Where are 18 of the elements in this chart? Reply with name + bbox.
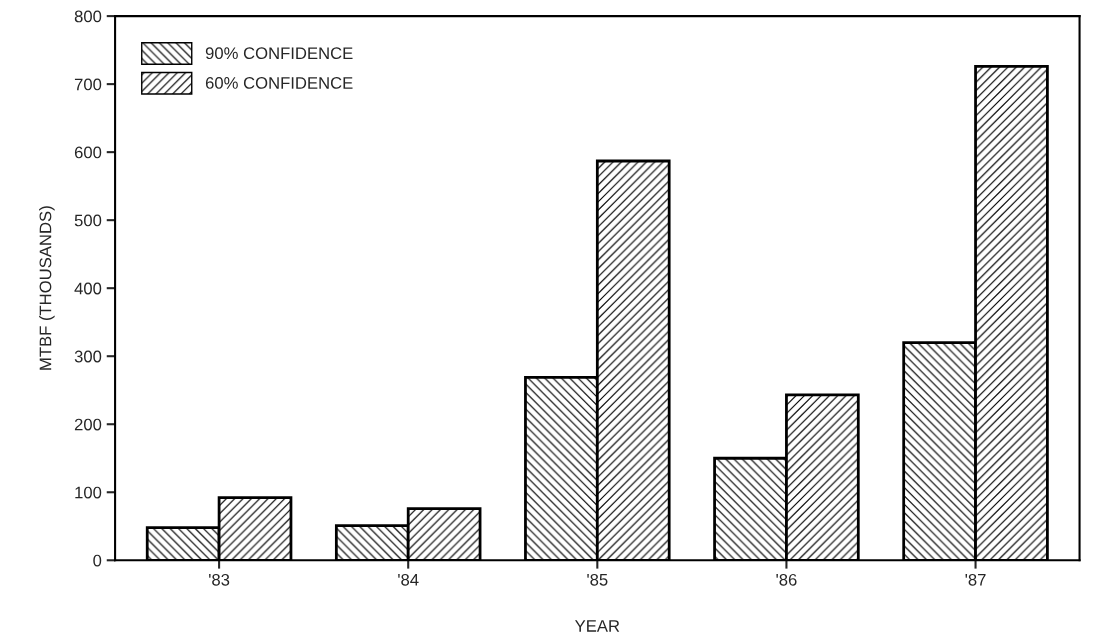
x-tick-label: '85 [587, 573, 608, 586]
y-tick-label: 300 [74, 350, 102, 363]
x-tick-label: '87 [965, 573, 986, 586]
x-tick-label: '83 [209, 573, 230, 586]
y-tick-label: 100 [75, 486, 102, 499]
y-tick-label: 500 [74, 214, 102, 227]
y-tick-label: 200 [74, 418, 102, 431]
legend-label: 90% CONFIDENCE [205, 47, 353, 60]
y-tick-label: 600 [74, 146, 102, 159]
y-tick-label: 700 [74, 78, 102, 91]
legend-label: 60% CONFIDENCE [205, 77, 353, 89]
y-axis-title: MTBF (THOUSANDS) [39, 206, 55, 370]
x-tick-label: '86 [776, 573, 797, 586]
x-axis-title: YEAR [574, 620, 620, 632]
y-tick-label: 400 [74, 282, 102, 295]
y-tick-label: 0 [93, 554, 102, 567]
x-tick-label: '84 [398, 573, 419, 586]
y-tick-label: 800 [74, 10, 102, 23]
